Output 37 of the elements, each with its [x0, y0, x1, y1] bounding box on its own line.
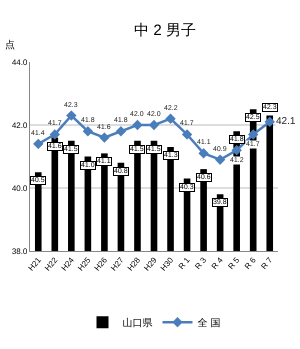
- x-tick-label: R 3: [193, 255, 209, 271]
- point: [33, 138, 44, 150]
- point: [264, 116, 275, 128]
- legend-label: 山口県: [122, 317, 152, 330]
- point: [50, 129, 60, 140]
- point: [182, 129, 192, 140]
- legend-label: 全 国: [198, 317, 220, 330]
- x-tick-label: H29: [142, 255, 159, 273]
- point: [116, 126, 126, 136]
- point: [148, 120, 160, 130]
- x-tick-label: H22: [43, 255, 60, 273]
- y-tick-label: 42.0: [12, 120, 28, 130]
- point: [198, 148, 209, 159]
- point: [248, 129, 258, 140]
- y-tick-label: 44.0: [12, 58, 28, 67]
- x-tick-label: H28: [126, 255, 142, 273]
- x-tick-label: R 1: [176, 255, 192, 271]
- x-tick-label: H30: [158, 255, 176, 273]
- point: [132, 120, 143, 130]
- x-tick-label: R 5: [226, 255, 242, 271]
- x-tick-label: H24: [60, 255, 76, 273]
- y-axis-title: 点: [5, 39, 15, 51]
- point: [99, 132, 110, 143]
- y-tick-label: 38.0: [12, 246, 28, 256]
- x-tick-label: H26: [92, 255, 110, 273]
- point: [165, 114, 176, 124]
- x-tick-label: R 4: [210, 255, 226, 271]
- point: [214, 154, 226, 165]
- x-tick-label: R 7: [259, 255, 275, 271]
- point: [231, 145, 242, 156]
- x-tick-label: H21: [26, 255, 44, 273]
- point: [66, 110, 77, 121]
- x-tick-label: R 6: [242, 255, 258, 271]
- chart-title: 中 2 男子: [134, 22, 196, 39]
- y-tick-label: 40.0: [12, 184, 28, 193]
- data-label: 42.1: [276, 116, 296, 127]
- point: [82, 126, 94, 136]
